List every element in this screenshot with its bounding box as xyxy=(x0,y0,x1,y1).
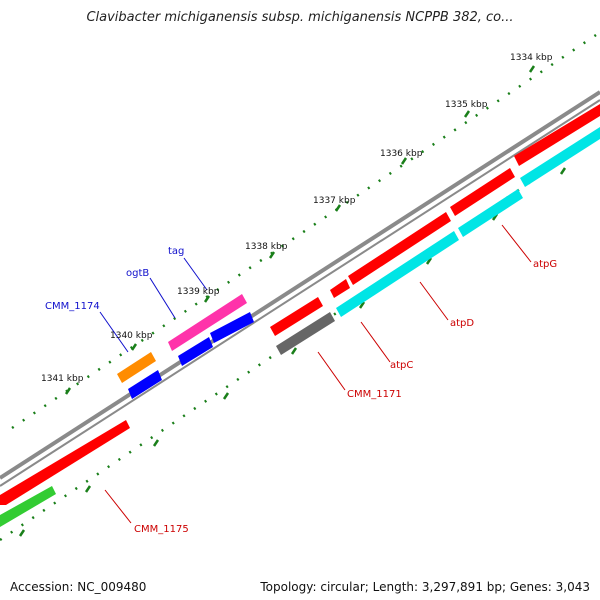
gene-label-atpC: atpC xyxy=(390,360,413,371)
gene-label-atpG: atpG xyxy=(533,259,557,270)
gene-atpG-b[interactable] xyxy=(514,104,600,166)
gene-tag[interactable] xyxy=(168,294,247,351)
gene-atpD[interactable] xyxy=(348,212,451,285)
gene-atpC[interactable] xyxy=(330,279,350,298)
outer-scale-track xyxy=(11,33,597,430)
gene-label-cmm1171: CMM_1171 xyxy=(347,389,402,400)
scale-label-1340: 1340 kbp xyxy=(110,331,153,341)
gene-cyan-b[interactable] xyxy=(458,189,523,237)
gene-atpG-a[interactable] xyxy=(450,168,515,216)
scale-labels: 1334 kbp 1335 kbp 1336 kbp 1337 kbp 1338… xyxy=(41,53,553,384)
gene-label-cmm1175: CMM_1175 xyxy=(134,524,189,535)
scale-label-1336: 1336 kbp xyxy=(380,149,423,159)
gene-blue-small[interactable] xyxy=(128,370,162,399)
gene-label-cmm1174: CMM_1174 xyxy=(45,301,100,312)
accession-label: Accession: NC_009480 xyxy=(10,580,147,594)
outer-major-ticks xyxy=(64,65,536,395)
gene-cyan-c[interactable] xyxy=(520,127,600,187)
scale-label-1334: 1334 kbp xyxy=(510,53,553,63)
red-leaders xyxy=(104,224,532,524)
backbone-outer xyxy=(0,90,600,480)
scale-label-1335: 1335 kbp xyxy=(445,100,488,110)
gene-green[interactable] xyxy=(0,486,56,527)
gene-label-atpD: atpD xyxy=(450,318,474,329)
scale-label-1341: 1341 kbp xyxy=(41,374,84,384)
scale-label-1337: 1337 kbp xyxy=(313,196,356,206)
backbone-inner xyxy=(0,99,600,487)
blue-leaders xyxy=(99,257,208,353)
gene-cmm1174[interactable] xyxy=(117,352,156,383)
gene-ogtB-b[interactable] xyxy=(210,312,254,343)
map-title: Clavibacter michiganensis subsp. michiga… xyxy=(86,10,514,25)
scale-label-1339: 1339 kbp xyxy=(177,287,220,297)
genome-summary: Topology: circular; Length: 3,297,891 bp… xyxy=(260,580,590,594)
gene-label-tag: tag xyxy=(168,246,184,257)
gene-label-ogtB: ogtB xyxy=(126,268,149,279)
gene-cyan-a[interactable] xyxy=(336,231,459,317)
gene-ogtB-a[interactable] xyxy=(178,337,213,366)
scale-label-1338: 1338 kbp xyxy=(245,242,288,252)
gene-gray[interactable] xyxy=(276,312,335,355)
inner-major-ticks xyxy=(18,167,567,537)
gene-cmm1171[interactable] xyxy=(270,297,323,336)
gene-cmm1175[interactable] xyxy=(0,420,130,505)
